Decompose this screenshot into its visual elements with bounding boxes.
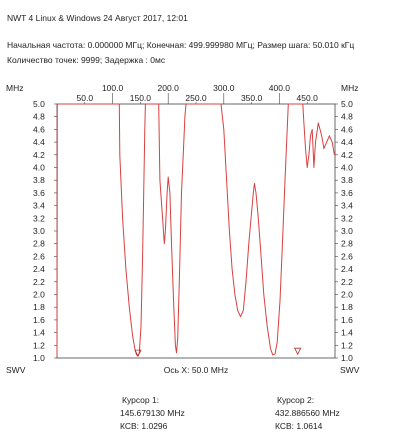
cursor-1-swr: КСВ: 1.0296 (120, 421, 168, 431)
y-tick-label-right: 2.8 (341, 239, 353, 249)
y-tick-label-right: 4.8 (341, 112, 353, 122)
cursor-1-frequency: 145.679130 MHz (120, 408, 185, 418)
x-tick-label-top: 300.0 (213, 83, 235, 93)
sweep-parameters: Начальная частота: 0.000000 МГц; Конечна… (7, 40, 355, 50)
x-tick-label-top: 200.0 (158, 83, 180, 93)
y-axis-label-right: SWV (340, 365, 360, 375)
cursor-2-swr: КСВ: 1.0614 (275, 421, 323, 431)
y-tick-label-left: 1.2 (33, 340, 45, 350)
y-tick-label-left: 1.6 (33, 315, 45, 325)
y-tick-label-left: 1.4 (33, 328, 45, 338)
x-tick-label-mid: 250.0 (185, 93, 207, 103)
y-tick-label-right: 4.2 (341, 150, 353, 160)
cursor-2-frequency: 432.886560 MHz (275, 408, 340, 418)
y-tick-label-left: 4.2 (33, 150, 45, 160)
y-tick-label-left: 4.8 (33, 112, 45, 122)
y-tick-label-right: 2.0 (341, 290, 353, 300)
y-tick-label-left: 4.4 (33, 137, 45, 147)
y-tick-label-right: 2.2 (341, 277, 353, 287)
y-tick-label-left: 4.6 (33, 124, 45, 134)
y-tick-label-left: 2.0 (33, 290, 45, 300)
y-tick-label-right: 3.6 (341, 188, 353, 198)
window-title: NWT 4 Linux & Windows 24 Август 2017, 12… (7, 13, 188, 23)
cursor-1-readout: Курсор 1: 145.679130 MHz КСВ: 1.0296 (120, 394, 185, 433)
x-tick-label-mid: 150.0 (130, 93, 152, 103)
points-and-delay: Количество точек: 9999; Задержка : 0мс (7, 55, 166, 65)
y-tick-label-left: 3.4 (33, 201, 45, 211)
y-tick-label-left: 2.8 (33, 239, 45, 249)
y-tick-label-left: 2.6 (33, 251, 45, 261)
y-tick-label-right: 4.0 (341, 163, 353, 173)
cursor-marker-1 (134, 349, 142, 357)
y-tick-label-right: 1.0 (341, 353, 353, 363)
swr-chart: 5.0 4.8 4.6 4.4 4.2 4.0 3.8 3.6 3.4 3.2 3.0 2.8 2.6 2… (6, 83, 360, 375)
y-tick-label-right: 2.4 (341, 264, 353, 274)
x-axis-scale-label: Ось X: 50.0 MHz (164, 365, 228, 375)
x-unit-label-right: MHz (341, 83, 358, 93)
y-tick-label-right: 1.6 (341, 315, 353, 325)
x-tick-label-top: 400.0 (269, 83, 291, 93)
x-tick-label-mid: 350.0 (241, 93, 263, 103)
y-tick-label-right: 1.2 (341, 340, 353, 350)
y-tick-label-left: 4.0 (33, 163, 45, 173)
y-tick-label-left: 1.8 (33, 302, 45, 312)
y-tick-label-right: 4.4 (341, 137, 353, 147)
y-tick-label-left: 3.0 (33, 226, 45, 236)
y-tick-label-right: 3.4 (341, 201, 353, 211)
cursor-2-readout: Курсор 2: 432.886560 MHz КСВ: 1.0614 (275, 394, 340, 433)
y-axis-label-left: SWV (6, 365, 26, 375)
x-tick-label-mid: 450.0 (297, 93, 319, 103)
y-tick-label-right: 5.0 (341, 99, 353, 109)
y-tick-label-left: 2.4 (33, 264, 45, 274)
y-tick-label-left: 3.8 (33, 175, 45, 185)
cursor-marker-2 (294, 347, 302, 356)
y-tick-label-right: 1.4 (341, 328, 353, 338)
y-tick-label-left: 2.2 (33, 277, 45, 287)
y-tick-label-right: 2.6 (341, 251, 353, 261)
y-tick-label-right: 1.8 (341, 302, 353, 312)
x-unit-label-left: MHz (6, 83, 23, 93)
y-tick-label-left: 3.2 (33, 213, 45, 223)
x-tick-label-top: 100.0 (102, 83, 124, 93)
cursor-1-label: Курсор 1: (122, 395, 160, 405)
y-tick-label-right: 3.8 (341, 175, 353, 185)
y-tick-label-right: 4.6 (341, 124, 353, 134)
y-tick-label-left: 3.6 (33, 188, 45, 198)
plot-frame (56, 103, 336, 359)
x-tick-label-mid: 50.0 (77, 93, 94, 103)
y-tick-label-right: 3.2 (341, 213, 353, 223)
y-tick-label-right: 3.0 (341, 226, 353, 236)
y-tick-label-left: 5.0 (33, 99, 45, 109)
y-tick-label-left: 1.0 (33, 353, 45, 363)
swr-trace (56, 103, 335, 357)
cursor-2-label: Курсор 2: (277, 395, 315, 405)
